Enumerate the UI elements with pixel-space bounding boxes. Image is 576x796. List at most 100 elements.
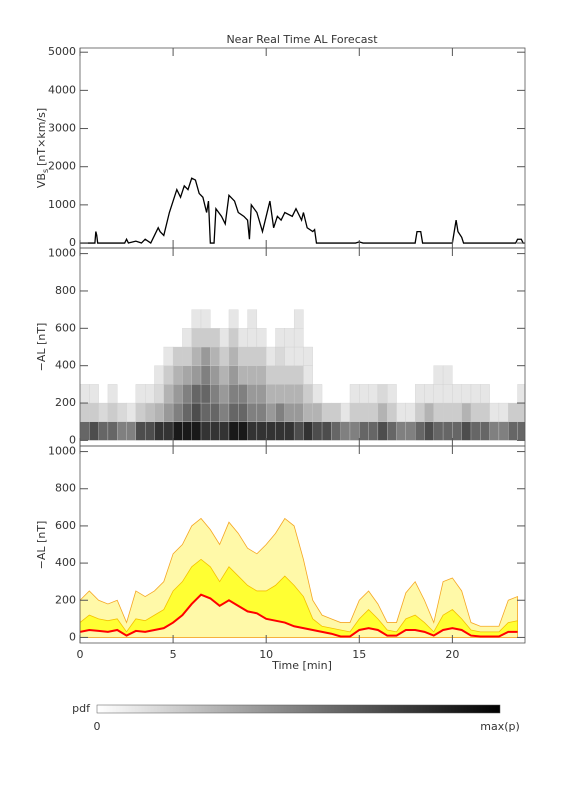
heat-cell bbox=[80, 384, 90, 404]
heat-cell bbox=[126, 421, 137, 441]
heat-cell bbox=[247, 384, 258, 404]
heat-cell bbox=[424, 421, 434, 441]
y-tick-label: 400 bbox=[55, 359, 76, 372]
heat-cell bbox=[154, 384, 164, 404]
heat-cell bbox=[247, 346, 258, 366]
heat-cell bbox=[480, 384, 490, 404]
heat-cell bbox=[135, 402, 146, 422]
heat-cell bbox=[275, 402, 285, 422]
heat-cell bbox=[293, 384, 304, 404]
heat-cell bbox=[80, 402, 90, 422]
y-axis-label: −AL [nT] bbox=[35, 521, 48, 570]
heat-cell bbox=[368, 421, 379, 441]
heat-cell bbox=[387, 384, 397, 404]
colorbar-min: 0 bbox=[94, 720, 101, 733]
chart-title: Near Real Time AL Forecast bbox=[226, 33, 378, 46]
heat-cell bbox=[312, 384, 323, 404]
heat-cell bbox=[424, 384, 434, 404]
heat-cell bbox=[219, 328, 230, 348]
x-axis-label: Time [min] bbox=[271, 659, 332, 672]
heat-cell bbox=[163, 346, 174, 366]
heat-cell bbox=[284, 421, 295, 441]
heat-cell bbox=[470, 384, 481, 404]
heat-cell bbox=[387, 402, 397, 422]
heat-cell bbox=[191, 346, 202, 366]
heat-cell bbox=[340, 402, 351, 422]
heat-cell bbox=[135, 384, 146, 404]
heat-cell bbox=[228, 328, 239, 348]
heat-cell bbox=[461, 384, 472, 404]
heat-cell bbox=[293, 309, 304, 329]
heat-cell bbox=[126, 402, 137, 422]
heat-cell bbox=[154, 421, 164, 441]
heat-cell bbox=[284, 384, 295, 404]
heat-cell bbox=[247, 402, 258, 422]
heat-cell bbox=[117, 421, 127, 441]
heat-cell bbox=[238, 384, 248, 404]
heat-cell bbox=[284, 365, 295, 385]
y-tick-label: 800 bbox=[55, 284, 76, 297]
heat-cell bbox=[238, 421, 248, 441]
heat-cell bbox=[182, 328, 192, 348]
heat-cell bbox=[210, 328, 220, 348]
heat-cell bbox=[377, 384, 388, 404]
heat-cell bbox=[200, 365, 211, 385]
heat-cell bbox=[200, 309, 211, 329]
y-tick-label: 800 bbox=[55, 482, 76, 495]
plot-frame bbox=[79, 445, 526, 644]
heat-cell bbox=[266, 365, 276, 385]
heat-cell bbox=[452, 421, 462, 441]
heat-cell bbox=[303, 384, 313, 404]
heat-cell bbox=[275, 365, 285, 385]
heat-cell bbox=[489, 421, 500, 441]
heat-cell bbox=[200, 384, 211, 404]
heat-cell bbox=[191, 421, 202, 441]
colorbar-max: max(p) bbox=[480, 720, 520, 733]
heat-cell bbox=[275, 384, 285, 404]
heat-cell bbox=[247, 309, 258, 329]
heat-cell bbox=[498, 402, 509, 422]
heat-cell bbox=[480, 402, 490, 422]
y-tick-label: 1000 bbox=[48, 445, 76, 458]
heat-cell bbox=[182, 384, 192, 404]
heat-cell bbox=[228, 384, 239, 404]
heat-cell bbox=[256, 346, 267, 366]
heat-cell bbox=[293, 328, 304, 348]
heat-cell bbox=[433, 421, 444, 441]
x-tick-label: 10 bbox=[259, 648, 273, 661]
heat-cell bbox=[238, 365, 248, 385]
heat-cell bbox=[377, 421, 388, 441]
heat-cell bbox=[414, 384, 425, 404]
heat-cell bbox=[191, 365, 202, 385]
heat-cell bbox=[312, 421, 323, 441]
heat-cell bbox=[303, 402, 313, 422]
heat-cell bbox=[200, 328, 211, 348]
x-tick-label: 15 bbox=[352, 648, 366, 661]
heat-cell bbox=[238, 402, 248, 422]
x-tick-label: 0 bbox=[77, 648, 84, 661]
heat-cell bbox=[508, 402, 518, 422]
heat-cell bbox=[405, 421, 416, 441]
heat-cell bbox=[228, 365, 239, 385]
heat-cell bbox=[275, 346, 285, 366]
heat-cell bbox=[340, 421, 351, 441]
heat-cell bbox=[219, 365, 230, 385]
x-tick-label: 20 bbox=[445, 648, 459, 661]
heat-cell bbox=[98, 402, 109, 422]
heat-cell bbox=[266, 421, 276, 441]
heat-cell bbox=[256, 402, 267, 422]
heat-cell bbox=[331, 421, 341, 441]
heat-cell bbox=[442, 402, 453, 422]
heat-cell bbox=[414, 402, 425, 422]
heat-cell bbox=[256, 421, 267, 441]
heat-cell bbox=[433, 402, 444, 422]
heat-cell bbox=[163, 384, 174, 404]
heat-cell bbox=[359, 402, 369, 422]
heat-cell bbox=[517, 402, 525, 422]
heat-cell bbox=[210, 365, 220, 385]
heat-cell bbox=[424, 402, 434, 422]
heat-cell bbox=[470, 402, 481, 422]
median-line bbox=[80, 593, 518, 638]
heat-cell bbox=[172, 365, 183, 385]
